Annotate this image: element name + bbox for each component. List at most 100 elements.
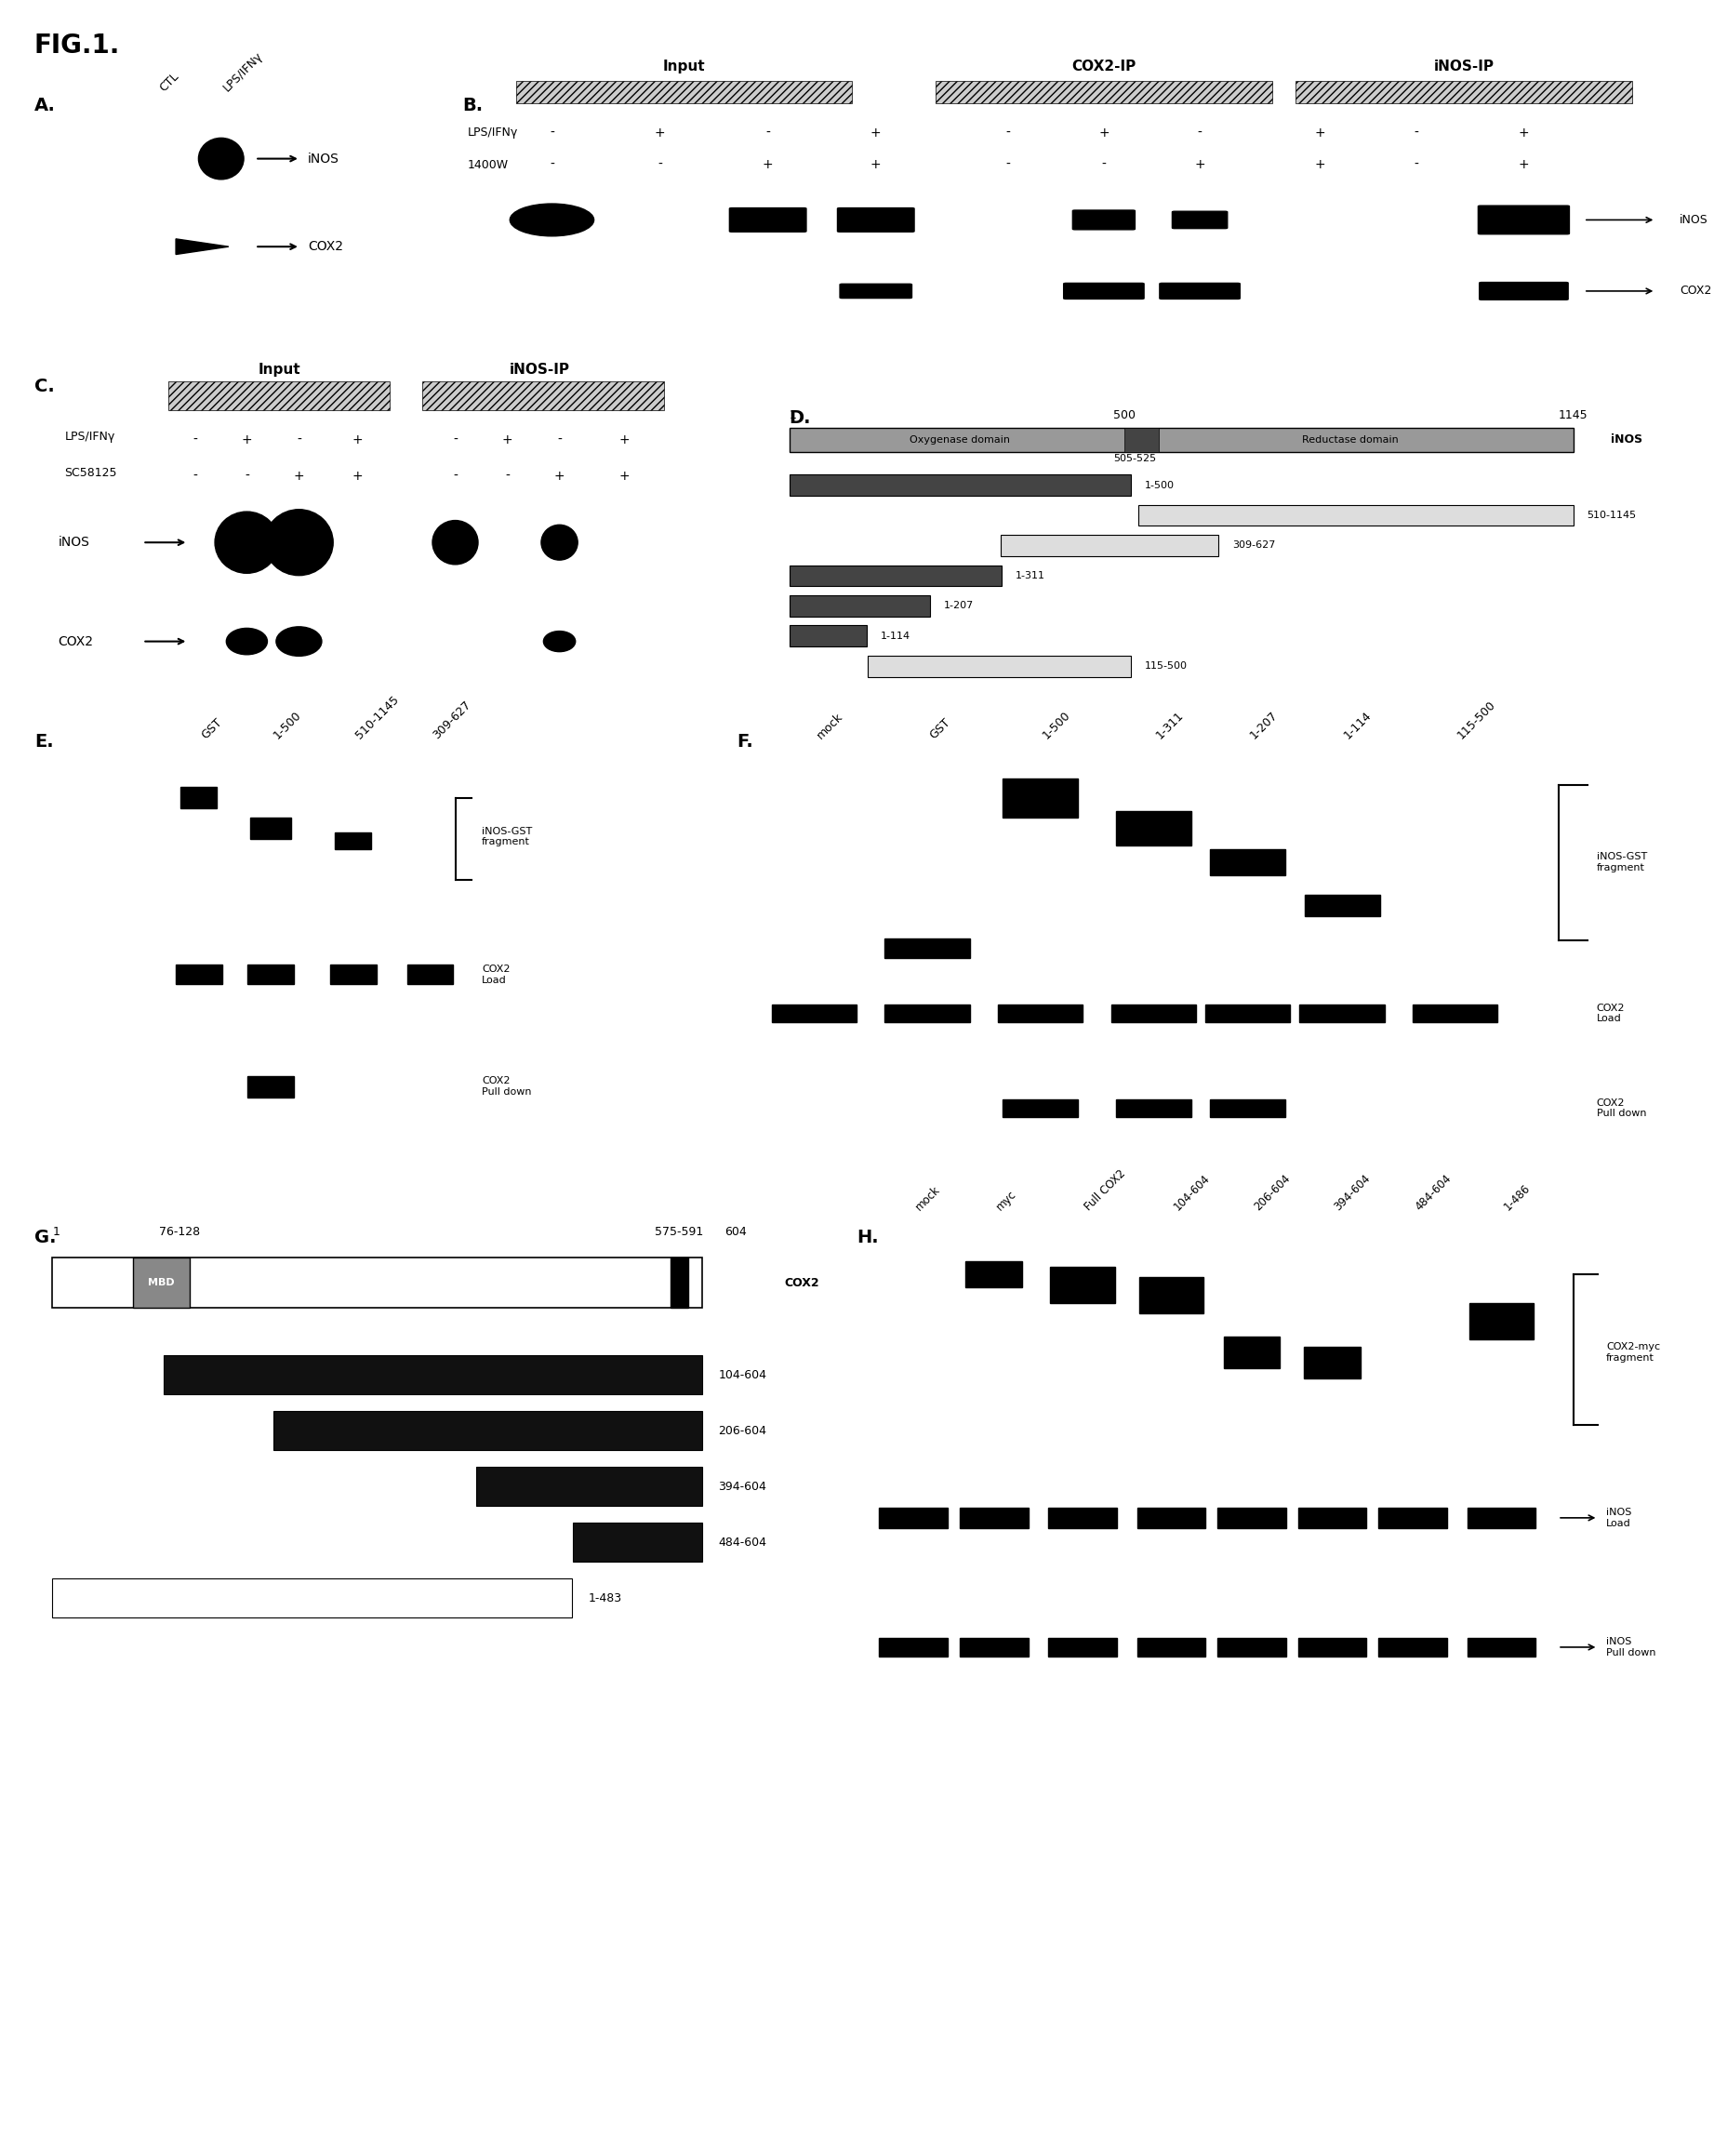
- Text: -: -: [297, 433, 302, 446]
- Text: 505-525: 505-525: [1112, 453, 1157, 464]
- Bar: [788, 565, 1001, 586]
- Bar: [1001, 535, 1219, 556]
- Bar: [771, 1005, 857, 1022]
- Text: +: +: [619, 433, 631, 446]
- Text: COX2
Load: COX2 Load: [1597, 1003, 1625, 1024]
- Ellipse shape: [214, 511, 279, 573]
- Bar: [336, 832, 370, 849]
- FancyBboxPatch shape: [1064, 282, 1143, 300]
- Text: 206-604: 206-604: [1251, 1171, 1292, 1212]
- Bar: [1412, 1005, 1498, 1022]
- Text: 1-311: 1-311: [1015, 571, 1046, 580]
- Text: LPS/IFNγ: LPS/IFNγ: [221, 50, 266, 95]
- FancyBboxPatch shape: [838, 207, 914, 233]
- Text: 309-627: 309-627: [1232, 541, 1275, 550]
- Bar: [1136, 1639, 1205, 1656]
- Text: COX2: COX2: [783, 1276, 819, 1289]
- Bar: [1116, 811, 1191, 845]
- Bar: [1051, 1268, 1114, 1302]
- Bar: [788, 625, 867, 647]
- FancyBboxPatch shape: [1172, 211, 1227, 229]
- Bar: [175, 964, 223, 983]
- Bar: [134, 1257, 189, 1309]
- Ellipse shape: [276, 627, 322, 655]
- Text: 76-128: 76-128: [159, 1227, 201, 1238]
- Ellipse shape: [543, 632, 576, 651]
- Text: 1-207: 1-207: [1248, 709, 1280, 742]
- Bar: [1296, 82, 1632, 103]
- Bar: [884, 1005, 970, 1022]
- Text: 1-500: 1-500: [1040, 709, 1073, 742]
- Text: 1: 1: [53, 1227, 60, 1238]
- Text: 104-604: 104-604: [1171, 1171, 1212, 1212]
- Text: COX2: COX2: [1680, 285, 1712, 298]
- Bar: [867, 655, 1131, 677]
- Text: C.: C.: [34, 377, 55, 395]
- Bar: [1124, 427, 1159, 453]
- Bar: [998, 1005, 1083, 1022]
- Bar: [1049, 1639, 1118, 1656]
- Text: COX2
Pull down: COX2 Pull down: [482, 1076, 531, 1097]
- Text: +: +: [1519, 157, 1529, 172]
- Text: +: +: [242, 433, 252, 446]
- Text: 510-1145: 510-1145: [353, 694, 401, 742]
- Bar: [1469, 1302, 1534, 1339]
- Bar: [1116, 1100, 1191, 1117]
- Text: iNOS: iNOS: [1611, 433, 1644, 446]
- Bar: [960, 1639, 1028, 1656]
- Text: +: +: [871, 157, 881, 172]
- Text: -: -: [452, 470, 458, 483]
- Bar: [670, 1257, 687, 1309]
- Text: 115-500: 115-500: [1145, 662, 1188, 671]
- Text: H.: H.: [857, 1229, 879, 1246]
- Text: +: +: [351, 470, 363, 483]
- Text: iNOS: iNOS: [58, 537, 89, 550]
- Bar: [476, 1466, 703, 1505]
- Bar: [879, 1639, 948, 1656]
- Text: CTL: CTL: [158, 69, 182, 95]
- Text: -: -: [658, 157, 662, 172]
- Bar: [1224, 1337, 1280, 1367]
- Bar: [1140, 1276, 1203, 1313]
- Bar: [1003, 778, 1078, 817]
- Text: 500: 500: [1112, 410, 1136, 420]
- Ellipse shape: [542, 524, 578, 561]
- Text: iNOS: iNOS: [1680, 213, 1709, 226]
- Text: -: -: [1006, 157, 1010, 172]
- Text: 484-604: 484-604: [718, 1535, 766, 1548]
- Text: 484-604: 484-604: [1412, 1171, 1453, 1212]
- Bar: [1378, 1507, 1447, 1529]
- Text: -: -: [550, 157, 554, 172]
- Text: GST: GST: [927, 716, 953, 742]
- Text: +: +: [1099, 125, 1109, 140]
- Text: LPS/IFNγ: LPS/IFNγ: [468, 127, 519, 138]
- Bar: [423, 382, 663, 410]
- Bar: [163, 1356, 703, 1395]
- Bar: [1111, 1005, 1196, 1022]
- Bar: [788, 595, 931, 617]
- Text: 206-604: 206-604: [718, 1425, 766, 1436]
- Text: COX2-myc
fragment: COX2-myc fragment: [1606, 1343, 1661, 1363]
- Text: +: +: [655, 125, 665, 140]
- Text: COX2: COX2: [58, 634, 93, 649]
- Text: +: +: [1519, 125, 1529, 140]
- Bar: [1210, 849, 1286, 875]
- Text: 1-486: 1-486: [1501, 1181, 1532, 1212]
- Bar: [1049, 1507, 1118, 1529]
- Text: +: +: [1315, 157, 1325, 172]
- Text: E.: E.: [34, 733, 53, 750]
- Text: 1-114: 1-114: [881, 632, 910, 640]
- Text: iNOS-GST
fragment: iNOS-GST fragment: [1597, 852, 1647, 873]
- Text: -: -: [192, 470, 197, 483]
- Text: iNOS: iNOS: [309, 153, 339, 166]
- Text: 104-604: 104-604: [718, 1369, 766, 1380]
- FancyBboxPatch shape: [1479, 282, 1568, 300]
- Bar: [788, 427, 1573, 453]
- Text: -: -: [1102, 157, 1106, 172]
- Ellipse shape: [199, 138, 243, 179]
- Text: 604: 604: [725, 1227, 747, 1238]
- Text: iNOS
Pull down: iNOS Pull down: [1606, 1636, 1656, 1658]
- Text: 1-114: 1-114: [1342, 709, 1375, 742]
- Text: -: -: [1006, 125, 1010, 140]
- Bar: [1136, 1507, 1205, 1529]
